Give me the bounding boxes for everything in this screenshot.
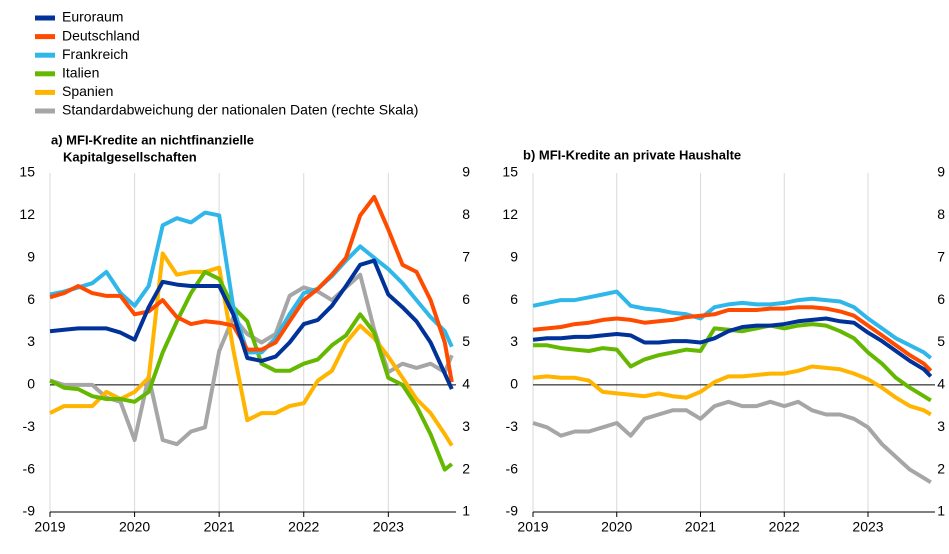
y-tick-label: 3 [510, 333, 518, 349]
series-line [49, 269, 454, 472]
panel-title: b) MFI-Kredite an private Haushalte [523, 147, 741, 162]
series-line [532, 364, 932, 417]
legend-label: Spanien [62, 83, 113, 99]
x-tick-label: 2021 [204, 519, 235, 535]
y2-tick-label: 2 [462, 460, 470, 476]
y2-tick-label: 5 [937, 333, 945, 349]
y-tick-label: 12 [19, 206, 35, 222]
panel-title: a) MFI-Kredite an nichtfinanzielle [51, 132, 254, 147]
y-tick-label: 6 [27, 291, 35, 307]
y2-tick-label: 7 [937, 248, 945, 264]
series-line [532, 305, 933, 373]
x-tick-label: 2020 [119, 519, 150, 535]
x-tick-label: 2019 [517, 519, 548, 535]
y2-tick-label: 3 [937, 418, 945, 434]
y2-tick-label: 4 [462, 376, 470, 392]
y2-tick-label: 2 [937, 460, 945, 476]
x-tick-label: 2022 [769, 519, 800, 535]
x-tick-label: 2023 [852, 519, 883, 535]
series-line [532, 316, 933, 378]
y-tick-label: -3 [506, 418, 519, 434]
series-line [49, 210, 454, 355]
y-tick-label: -9 [23, 503, 36, 519]
series-line [49, 195, 454, 383]
y-tick-label: 0 [27, 376, 35, 392]
legend-swatch [35, 108, 55, 114]
x-tick-label: 2021 [685, 519, 716, 535]
y2-tick-label: 8 [937, 206, 945, 222]
series-line [532, 399, 932, 485]
y2-tick-label: 6 [462, 291, 470, 307]
y-tick-label: 3 [27, 333, 35, 349]
y-tick-label: 0 [510, 376, 518, 392]
legend-label: Italien [62, 65, 99, 81]
series-line [532, 289, 933, 360]
y-tick-label: -6 [506, 460, 519, 476]
y-tick-label: -9 [506, 503, 519, 519]
y2-tick-label: 9 [937, 164, 945, 180]
y-tick-label: 9 [27, 248, 35, 264]
y2-tick-label: 1 [937, 503, 945, 519]
legend-swatch [35, 15, 55, 21]
y-tick-label: 12 [502, 206, 518, 222]
legend-label: Euroraum [62, 9, 123, 25]
y-tick-label: 6 [510, 291, 518, 307]
legend-label: Frankreich [62, 46, 128, 62]
legend-swatch [35, 52, 55, 58]
y2-tick-label: 8 [462, 206, 470, 222]
y-tick-label: -3 [23, 418, 36, 434]
x-tick-label: 2022 [288, 519, 319, 535]
y-tick-label: -6 [23, 460, 36, 476]
y2-tick-label: 1 [462, 503, 470, 519]
x-tick-label: 2020 [601, 519, 632, 535]
y-tick-label: 15 [502, 164, 518, 180]
y-tick-label: 15 [19, 164, 35, 180]
panel-title: Kapitalgesellschaften [63, 149, 197, 164]
y2-tick-label: 3 [462, 418, 470, 434]
legend-swatch [35, 34, 55, 40]
y2-tick-label: 7 [462, 248, 470, 264]
y2-tick-label: 6 [937, 291, 945, 307]
x-tick-label: 2023 [373, 519, 404, 535]
series-line [49, 258, 454, 390]
x-tick-label: 2019 [34, 519, 65, 535]
y2-tick-label: 9 [462, 164, 470, 180]
legend-swatch [35, 71, 55, 77]
legend-label: Standardabweichung der nationalen Daten … [62, 102, 418, 118]
y2-tick-label: 4 [937, 376, 945, 392]
y2-tick-label: 5 [462, 333, 470, 349]
y-tick-label: 9 [510, 248, 518, 264]
legend-swatch [35, 89, 55, 95]
legend-label: Deutschland [62, 27, 140, 43]
